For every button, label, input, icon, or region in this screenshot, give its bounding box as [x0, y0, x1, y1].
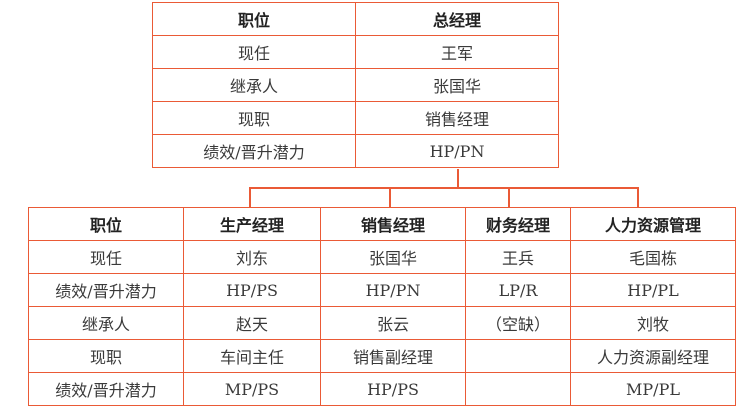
table-cell: MP/PL: [570, 372, 736, 406]
connector-drop: [249, 187, 251, 207]
table-cell: 人力资源副经理: [570, 339, 736, 373]
table-cell: 刘牧: [570, 306, 736, 340]
table-cell: LP/R: [465, 273, 571, 307]
row-label: 继承人: [152, 68, 356, 102]
table-cell: HP/PS: [320, 372, 466, 406]
table-cell: 张云: [320, 306, 466, 340]
connector-bar: [249, 187, 638, 189]
row-label: 现职: [152, 101, 356, 135]
table-row: 绩效/晋升潜力 HP/PN: [152, 134, 559, 168]
row-label: 绩效/晋升潜力: [28, 273, 184, 307]
table-cell: 刘东: [183, 240, 321, 274]
table-cell: HP/PN: [355, 134, 559, 168]
table-cell: 销售副经理: [320, 339, 466, 373]
department-managers-table: 职位 生产经理 销售经理 财务经理 人力资源管理 现任 刘东 张国华 王兵 毛国…: [28, 207, 736, 406]
table-cell: 张国华: [355, 68, 559, 102]
header-cell: 总经理: [355, 2, 559, 36]
header-cell: 财务经理: [465, 207, 571, 241]
header-cell: 人力资源管理: [570, 207, 736, 241]
table-header-row: 职位 生产经理 销售经理 财务经理 人力资源管理: [28, 207, 736, 241]
table-row: 现任 王军: [152, 35, 559, 69]
table-cell: 毛国栋: [570, 240, 736, 274]
connector-trunk: [457, 169, 459, 188]
header-cell: 职位: [28, 207, 184, 241]
table-cell: [465, 372, 571, 406]
table-cell: 车间主任: [183, 339, 321, 373]
table-header-row: 职位 总经理: [152, 2, 559, 36]
header-cell: 职位: [152, 2, 356, 36]
table-cell: MP/PS: [183, 372, 321, 406]
table-row: 继承人 赵天 张云 （空缺） 刘牧: [28, 306, 736, 340]
general-manager-table: 职位 总经理 现任 王军 继承人 张国华 现职 销售经理 绩效/晋升潜力 HP/…: [152, 2, 559, 168]
connector-drop: [389, 187, 391, 207]
table-cell: HP/PL: [570, 273, 736, 307]
table-cell: 王兵: [465, 240, 571, 274]
table-cell: HP/PS: [183, 273, 321, 307]
table-row: 现职 销售经理: [152, 101, 559, 135]
row-label: 现职: [28, 339, 184, 373]
table-row: 现任 刘东 张国华 王兵 毛国栋: [28, 240, 736, 274]
row-label: 继承人: [28, 306, 184, 340]
table-row: 绩效/晋升潜力 HP/PS HP/PN LP/R HP/PL: [28, 273, 736, 307]
connector-drop: [637, 187, 639, 207]
table-cell: HP/PN: [320, 273, 466, 307]
table-cell: （空缺）: [465, 306, 571, 340]
table-row: 继承人 张国华: [152, 68, 559, 102]
header-cell: 销售经理: [320, 207, 466, 241]
row-label: 绩效/晋升潜力: [28, 372, 184, 406]
table-cell: 销售经理: [355, 101, 559, 135]
table-row: 现职 车间主任 销售副经理 人力资源副经理: [28, 339, 736, 373]
table-cell: 赵天: [183, 306, 321, 340]
table-row: 绩效/晋升潜力 MP/PS HP/PS MP/PL: [28, 372, 736, 406]
table-cell: 张国华: [320, 240, 466, 274]
header-cell: 生产经理: [183, 207, 321, 241]
table-cell: [465, 339, 571, 373]
table-cell: 王军: [355, 35, 559, 69]
row-label: 现任: [28, 240, 184, 274]
connector-drop: [508, 187, 510, 207]
row-label: 现任: [152, 35, 356, 69]
row-label: 绩效/晋升潜力: [152, 134, 356, 168]
